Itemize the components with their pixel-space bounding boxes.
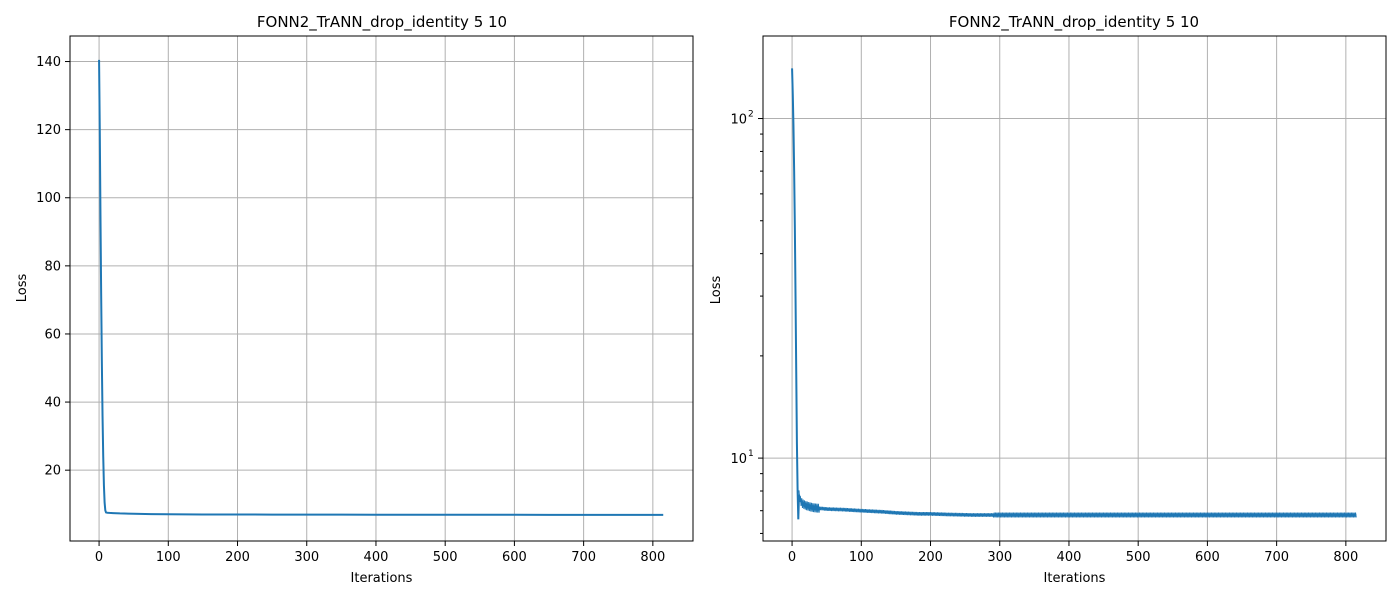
right-gridlines: [763, 36, 1386, 541]
left-x-tick-label: 400: [364, 550, 389, 565]
right-chart-title: FONN2_TrANN_drop_identity 5 10: [949, 13, 1199, 32]
right-x-tick-label: 500: [1126, 550, 1151, 565]
right-x-tick-label: 600: [1195, 550, 1220, 565]
right-y-tick-label-exponent: 2: [748, 110, 754, 120]
right-x-tick-label: 200: [918, 550, 943, 565]
left-y-tick-label: 20: [44, 464, 61, 479]
left-gridlines: [70, 36, 693, 541]
right-x-tick-label: 700: [1264, 550, 1289, 565]
right-x-tick-label: 0: [788, 550, 796, 565]
right-x-axis-label: Iterations: [1044, 571, 1106, 586]
left-y-tick-label: 120: [36, 123, 61, 138]
left-x-tick-label: 200: [225, 550, 250, 565]
left-y-tick-label: 100: [36, 191, 61, 206]
left-loss-line: [98, 59, 664, 516]
right-y-axis-label: Loss: [709, 276, 724, 305]
left-plot-frame: [69, 35, 694, 542]
right-y-tick-label-exponent: 1: [748, 449, 754, 459]
right-plot-frame: [762, 35, 1387, 542]
left-x-tick-label: 0: [95, 550, 103, 565]
right-y-tick-label: 10: [730, 452, 747, 467]
left-x-tick-label: 100: [156, 550, 181, 565]
left-subplot: FONN2_TrANN_drop_identity 5 10 0 100 200 30…: [15, 13, 694, 586]
left-x-tick-label: 500: [433, 550, 458, 565]
left-ticks: 0 100 200 300 400 500 600 700 800 20 40 60 80 100 120 1…: [36, 55, 665, 565]
left-x-axis-label: Iterations: [351, 571, 413, 586]
left-x-tick-label: 600: [502, 550, 527, 565]
left-x-tick-label: 300: [294, 550, 319, 565]
right-y-tick-label: 10: [730, 113, 747, 128]
left-y-tick-label: 60: [44, 327, 61, 342]
left-y-axis-label: Loss: [15, 274, 30, 303]
left-x-tick-label: 700: [571, 550, 596, 565]
right-subplot: FONN2_TrANN_drop_identity 5 10 0 100 200 30…: [709, 13, 1387, 586]
right-x-tick-label: 400: [1057, 550, 1082, 565]
left-y-tick-label: 40: [44, 396, 61, 411]
right-x-tick-label: 100: [849, 550, 874, 565]
left-y-tick-label: 140: [36, 55, 61, 70]
right-x-tick-label: 300: [987, 550, 1012, 565]
right-x-tick-label: 800: [1333, 550, 1358, 565]
left-y-tick-label: 80: [44, 259, 61, 274]
left-x-tick-label: 800: [640, 550, 665, 565]
right-loss-line: [791, 68, 1357, 520]
left-chart-title: FONN2_TrANN_drop_identity 5 10: [257, 13, 507, 32]
